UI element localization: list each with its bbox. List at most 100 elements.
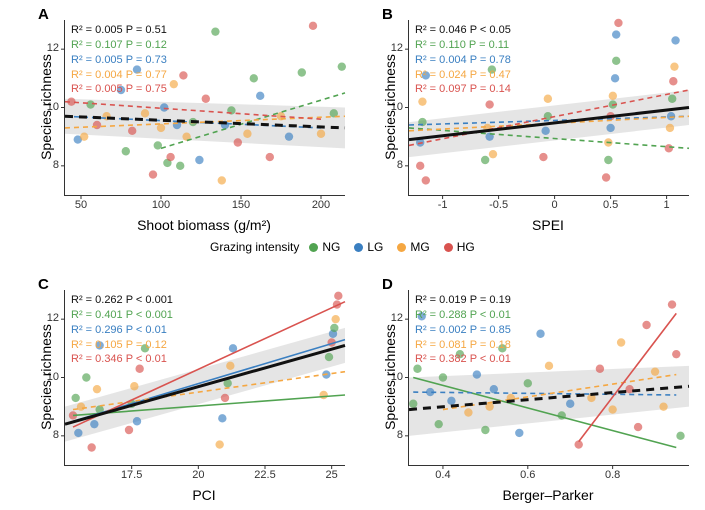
point-MG bbox=[651, 367, 659, 375]
point-MG bbox=[609, 92, 617, 100]
point-MG bbox=[80, 132, 88, 140]
stat-line: R² = 0.097 P = 0.14 bbox=[415, 82, 511, 97]
ylabel: Species richness bbox=[382, 317, 398, 437]
xtick: 200 bbox=[306, 199, 336, 211]
point-MG bbox=[226, 362, 234, 370]
xtick: 150 bbox=[226, 199, 256, 211]
xlabel: Berger–Parker bbox=[408, 487, 688, 503]
point-NG bbox=[338, 62, 346, 70]
stat-line: R² = 0.105 P = 0.12 bbox=[71, 338, 173, 353]
point-MG bbox=[544, 95, 552, 103]
ylabel: Species richness bbox=[38, 47, 54, 167]
stat-line: R² = 0.002 P = 0.85 bbox=[415, 323, 511, 338]
legend-title: Grazing intensity bbox=[210, 240, 299, 254]
point-HG bbox=[665, 144, 673, 152]
point-MG bbox=[218, 176, 226, 184]
plot-area: -1-0.500.5181012R² = 0.046 P < 0.05R² = … bbox=[408, 20, 689, 196]
point-NG bbox=[481, 426, 489, 434]
point-NG bbox=[676, 432, 684, 440]
xlabel: Shoot biomass (g/m²) bbox=[64, 217, 344, 233]
panel-letter: B bbox=[382, 6, 393, 23]
point-NG bbox=[481, 156, 489, 164]
point-MG bbox=[243, 130, 251, 138]
point-MG bbox=[157, 124, 165, 132]
xlabel: SPEI bbox=[408, 217, 688, 233]
point-LG bbox=[671, 36, 679, 44]
ylabel: Species richness bbox=[38, 317, 54, 437]
point-HG bbox=[202, 95, 210, 103]
point-HG bbox=[149, 170, 157, 178]
legend-dot-icon bbox=[354, 243, 363, 252]
point-HG bbox=[334, 292, 342, 300]
legend: Grazing intensityNGLGMGHG bbox=[210, 240, 485, 254]
point-LG bbox=[160, 103, 168, 111]
point-LG bbox=[541, 127, 549, 135]
point-HG bbox=[179, 71, 187, 79]
point-MG bbox=[418, 97, 426, 105]
stat-line: R² = 0.019 P = 0.19 bbox=[415, 293, 511, 308]
point-NG bbox=[439, 373, 447, 381]
plot-area: 5010015020081012R² = 0.005 P = 0.51R² = … bbox=[64, 20, 345, 196]
point-LG bbox=[490, 385, 498, 393]
point-HG bbox=[596, 365, 604, 373]
xtick: 25 bbox=[317, 469, 347, 481]
point-NG bbox=[211, 27, 219, 35]
panel-C: 17.52022.52581012R² = 0.262 P < 0.001R² … bbox=[64, 290, 344, 465]
plot-area: 0.40.60.881012R² = 0.019 P = 0.19R² = 0.… bbox=[408, 290, 689, 466]
point-NG bbox=[82, 373, 90, 381]
point-MG bbox=[670, 62, 678, 70]
stat-line: R² = 0.046 P < 0.05 bbox=[415, 23, 511, 38]
point-NG bbox=[154, 141, 162, 149]
xtick: 22.5 bbox=[250, 469, 280, 481]
legend-dot-icon bbox=[309, 243, 318, 252]
legend-label: NG bbox=[322, 240, 340, 254]
point-NG bbox=[330, 324, 338, 332]
xtick: 1 bbox=[652, 199, 682, 211]
point-LG bbox=[536, 330, 544, 338]
stat-line: R² = 0.296 P < 0.01 bbox=[71, 323, 173, 338]
point-HG bbox=[672, 350, 680, 358]
point-MG bbox=[464, 408, 472, 416]
xlabel: PCI bbox=[64, 487, 344, 503]
point-NG bbox=[434, 420, 442, 428]
stat-line: R² = 0.382 P < 0.01 bbox=[415, 352, 511, 367]
panel-D: 0.40.60.881012R² = 0.019 P = 0.19R² = 0.… bbox=[408, 290, 688, 465]
stats-block: R² = 0.046 P < 0.05R² = 0.110 P = 0.11R²… bbox=[415, 23, 511, 97]
stat-line: R² = 0.004 P = 0.77 bbox=[71, 68, 167, 83]
point-NG bbox=[604, 156, 612, 164]
point-LG bbox=[285, 132, 293, 140]
stat-line: R² = 0.005 P = 0.73 bbox=[71, 53, 167, 68]
stat-line: R² = 0.004 P = 0.78 bbox=[415, 53, 511, 68]
xtick: 0.5 bbox=[596, 199, 626, 211]
point-HG bbox=[668, 300, 676, 308]
point-HG bbox=[125, 426, 133, 434]
point-NG bbox=[524, 379, 532, 387]
panel-A: 5010015020081012R² = 0.005 P = 0.51R² = … bbox=[64, 20, 344, 195]
point-NG bbox=[86, 100, 94, 108]
stats-block: R² = 0.019 P = 0.19R² = 0.288 P < 0.01R²… bbox=[415, 293, 511, 367]
point-HG bbox=[266, 153, 274, 161]
xtick: 0.4 bbox=[428, 469, 458, 481]
point-LG bbox=[612, 30, 620, 38]
point-MG bbox=[608, 405, 616, 413]
legend-label: MG bbox=[410, 240, 429, 254]
point-HG bbox=[416, 162, 424, 170]
point-LG bbox=[74, 429, 82, 437]
legend-dot-icon bbox=[397, 243, 406, 252]
point-LG bbox=[473, 370, 481, 378]
xtick: 17.5 bbox=[117, 469, 147, 481]
point-LG bbox=[566, 400, 574, 408]
point-MG bbox=[215, 440, 223, 448]
point-LG bbox=[256, 92, 264, 100]
point-HG bbox=[87, 443, 95, 451]
xtick: 50 bbox=[66, 199, 96, 211]
point-MG bbox=[77, 402, 85, 410]
point-HG bbox=[642, 321, 650, 329]
xtick: 20 bbox=[183, 469, 213, 481]
xtick: 100 bbox=[146, 199, 176, 211]
point-MG bbox=[93, 385, 101, 393]
stat-line: R² = 0.110 P = 0.11 bbox=[415, 38, 511, 53]
point-LG bbox=[447, 397, 455, 405]
point-MG bbox=[659, 402, 667, 410]
point-NG bbox=[122, 147, 130, 155]
